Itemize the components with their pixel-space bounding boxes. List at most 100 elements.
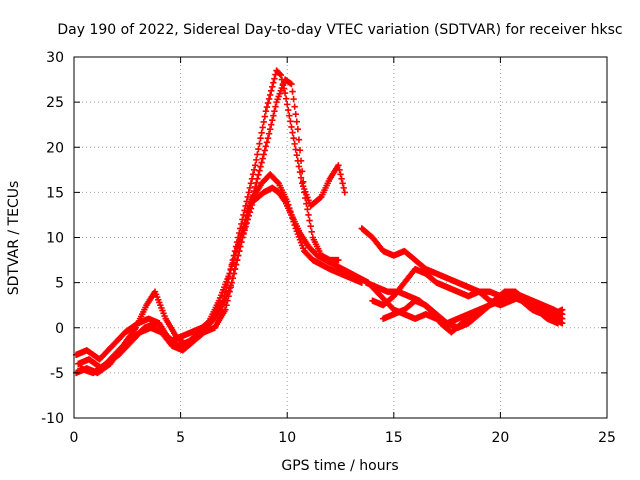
data-point bbox=[255, 171, 262, 178]
data-point bbox=[259, 124, 266, 131]
y-tick-label: 30 bbox=[46, 50, 64, 66]
data-point bbox=[304, 206, 311, 213]
data-point bbox=[308, 228, 315, 236]
data-point bbox=[272, 103, 279, 110]
data-point bbox=[256, 140, 263, 147]
data-point bbox=[245, 189, 253, 196]
data-point bbox=[291, 103, 298, 110]
data-point bbox=[230, 255, 238, 263]
data-point bbox=[299, 178, 307, 186]
data-point bbox=[263, 103, 271, 111]
data-point bbox=[302, 194, 309, 202]
data-point bbox=[241, 227, 248, 234]
data-point bbox=[260, 151, 267, 158]
data-point bbox=[296, 147, 304, 154]
data-point bbox=[271, 75, 278, 82]
data-point bbox=[239, 234, 246, 241]
data-point bbox=[294, 126, 302, 133]
data-point bbox=[268, 121, 275, 128]
data-point bbox=[247, 205, 255, 212]
x-tick-label: 20 bbox=[491, 430, 509, 446]
data-point bbox=[307, 223, 314, 230]
data-point bbox=[298, 168, 306, 175]
data-point bbox=[291, 140, 298, 148]
grid bbox=[74, 57, 607, 418]
data-point bbox=[248, 201, 256, 209]
data-point bbox=[231, 265, 239, 273]
x-tick-label: 0 bbox=[70, 430, 79, 446]
data-point bbox=[269, 83, 276, 90]
data-point bbox=[268, 87, 275, 95]
data-point bbox=[339, 180, 346, 187]
x-tick-label: 15 bbox=[385, 430, 403, 446]
data-point bbox=[253, 156, 260, 164]
data-point bbox=[336, 166, 343, 174]
data-point bbox=[293, 151, 300, 159]
data-layer bbox=[72, 67, 566, 377]
y-tick-label: 20 bbox=[46, 140, 64, 156]
data-point bbox=[305, 211, 312, 219]
data-point bbox=[263, 139, 271, 146]
data-point bbox=[293, 118, 300, 125]
data-point bbox=[282, 95, 290, 102]
data-point bbox=[297, 174, 305, 181]
data-point bbox=[257, 135, 264, 142]
data-point bbox=[262, 143, 270, 150]
data-point bbox=[295, 163, 303, 170]
data-point bbox=[337, 171, 344, 178]
data-point bbox=[290, 135, 297, 142]
x-tick-label: 25 bbox=[598, 430, 616, 446]
data-point bbox=[284, 101, 291, 108]
data-point bbox=[287, 118, 294, 125]
data-point bbox=[295, 136, 303, 143]
y-tick-label: -10 bbox=[41, 411, 64, 427]
data-point bbox=[229, 274, 237, 282]
data-point bbox=[227, 266, 234, 274]
series-track-8 bbox=[379, 288, 566, 331]
data-point bbox=[264, 135, 272, 142]
data-point bbox=[277, 71, 285, 79]
data-point bbox=[262, 107, 270, 115]
data-point bbox=[276, 70, 283, 78]
data-point bbox=[286, 112, 293, 119]
data-point bbox=[270, 112, 277, 119]
data-point bbox=[232, 261, 240, 268]
data-point bbox=[252, 162, 259, 169]
data-point bbox=[266, 91, 274, 99]
data-point bbox=[261, 113, 269, 120]
data-point bbox=[258, 159, 265, 166]
y-tick-label: -5 bbox=[50, 366, 64, 382]
data-point bbox=[338, 175, 345, 183]
data-point bbox=[232, 248, 240, 256]
data-point bbox=[265, 95, 273, 103]
data-point bbox=[288, 80, 295, 88]
data-point bbox=[242, 223, 249, 230]
data-point bbox=[230, 270, 238, 277]
data-point bbox=[228, 279, 235, 286]
data-point bbox=[254, 175, 261, 183]
data-point bbox=[244, 216, 251, 223]
data-point bbox=[244, 193, 251, 201]
data-point bbox=[254, 151, 261, 158]
data-point bbox=[554, 320, 562, 327]
x-axis-label: GPS time / hours bbox=[281, 458, 398, 474]
data-point bbox=[246, 209, 254, 216]
data-point bbox=[335, 162, 342, 169]
data-point bbox=[303, 200, 310, 207]
data-point bbox=[301, 189, 308, 196]
x-tick-label: 5 bbox=[176, 430, 185, 446]
y-axis-label: SDTVAR / TECUs bbox=[6, 181, 22, 296]
data-point bbox=[237, 243, 244, 250]
data-point bbox=[271, 107, 278, 115]
data-point bbox=[297, 157, 305, 164]
data-point bbox=[261, 147, 269, 154]
data-point bbox=[290, 95, 297, 103]
x-tick-labels: 0 5 10 15 20 25 bbox=[70, 430, 616, 446]
data-point bbox=[340, 184, 347, 192]
data-point bbox=[255, 145, 262, 153]
data-point bbox=[223, 301, 230, 309]
data-point bbox=[233, 256, 241, 264]
data-point bbox=[256, 167, 263, 174]
